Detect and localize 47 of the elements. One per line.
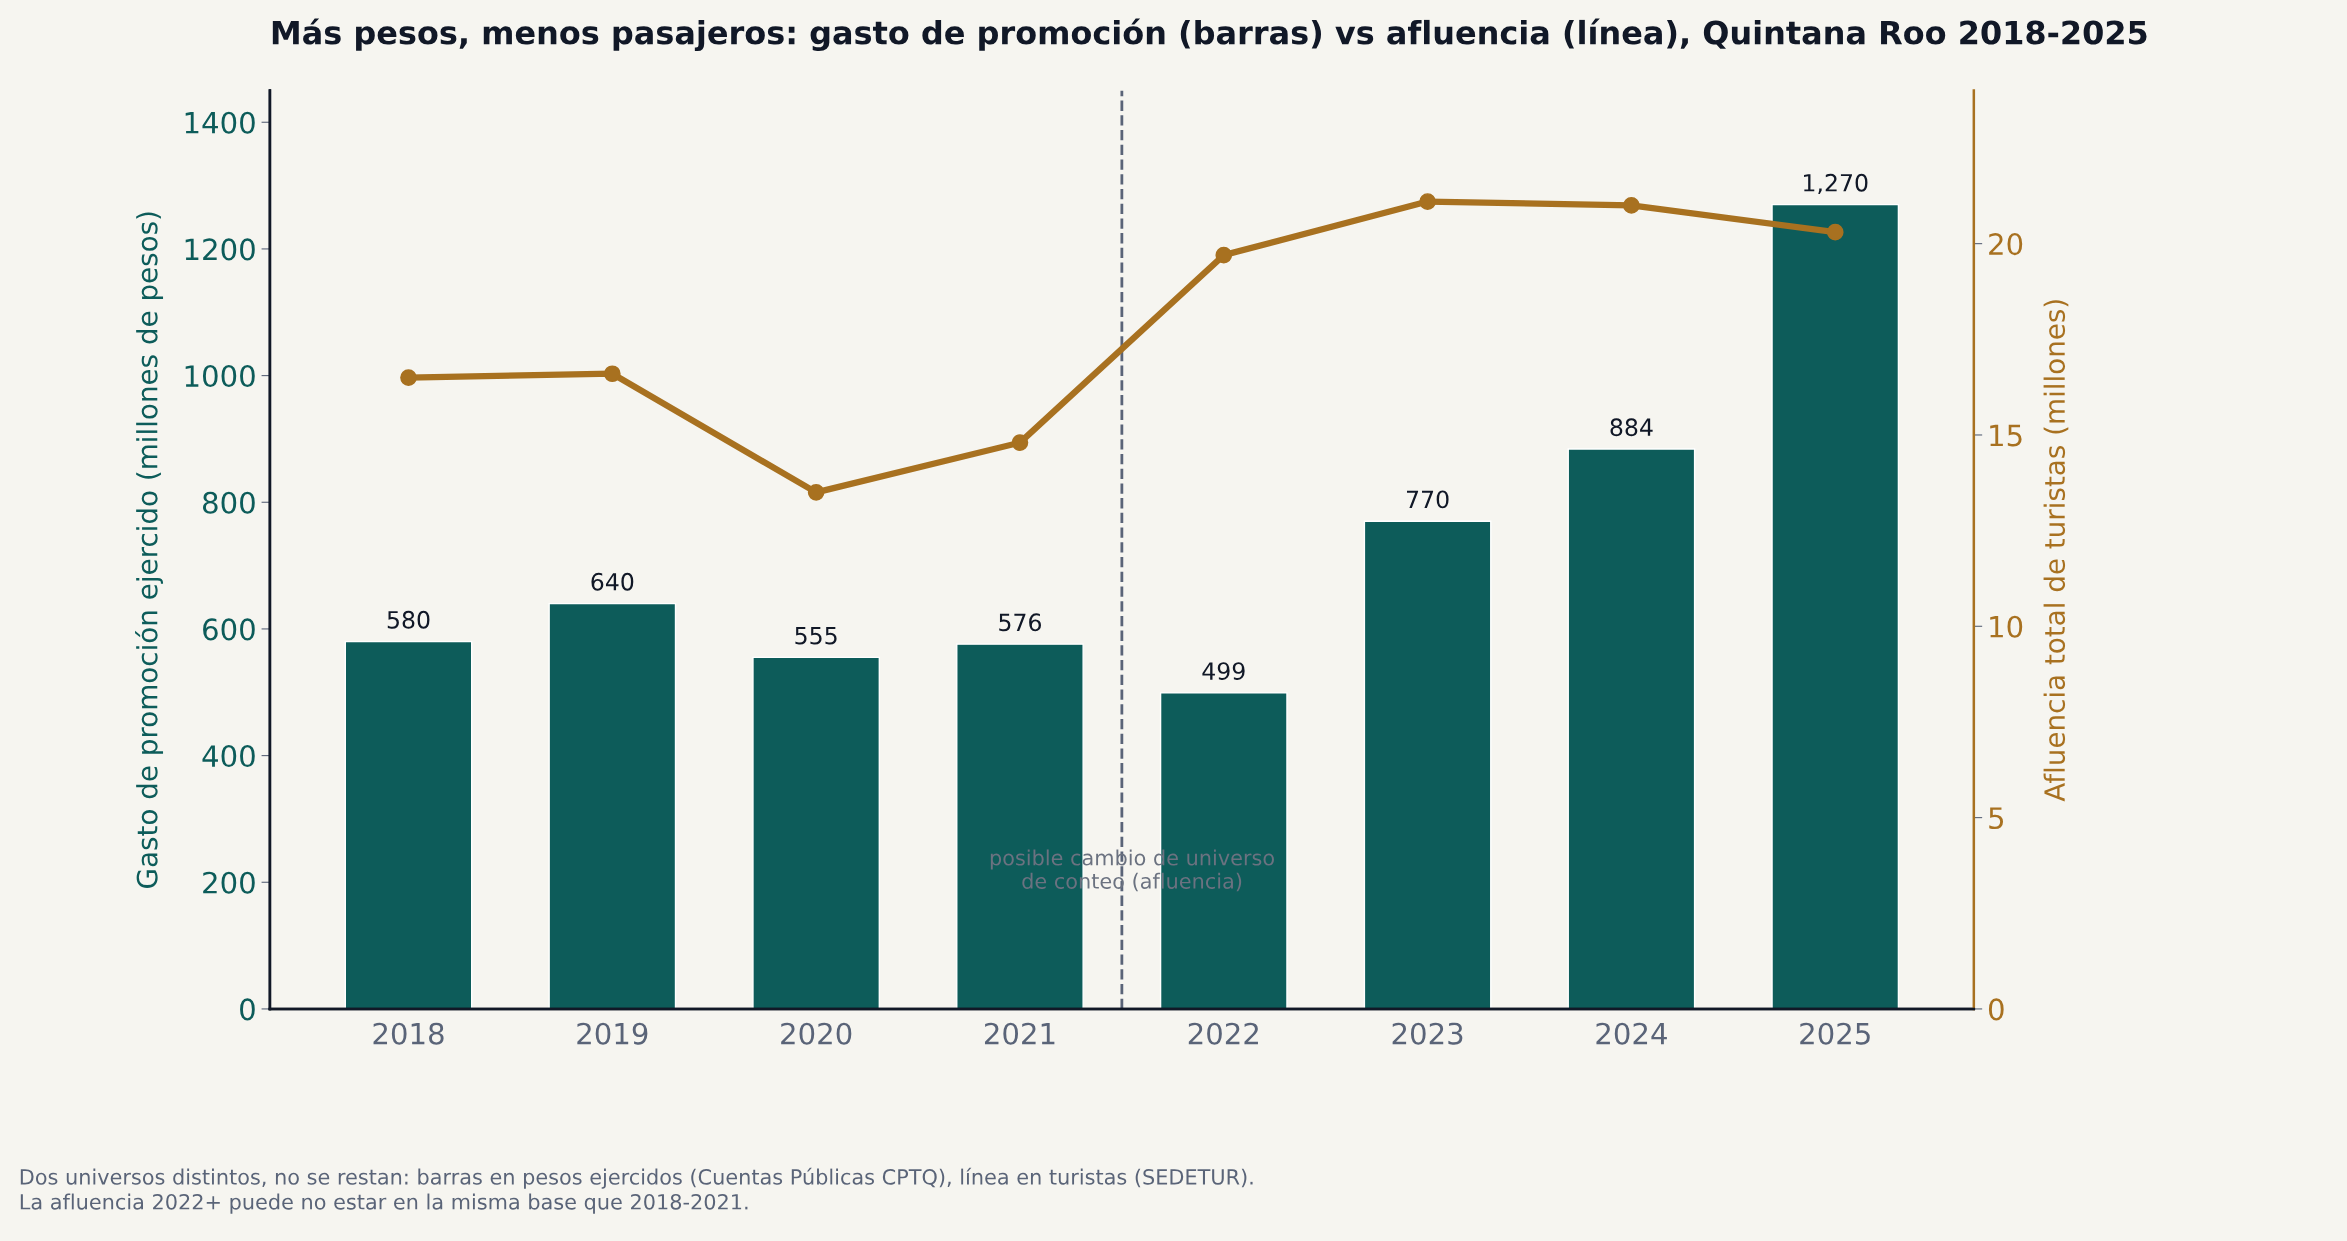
data-label: 555 (795, 626, 837, 645)
data-label: 640 (591, 572, 634, 591)
y-tick-label: 600 (203, 618, 255, 641)
text: Dos universos distintos, no se restan: barras en pesos ejercidos (Cuentas Públicas CPTQ), línea en turistas (SEDETUR). La afluencia 2022+ puede no estar en la misma base que 2018-2021. (20, 1167, 1253, 1214)
x-tick-label: 2022 (1188, 1022, 1258, 1045)
x-tick-label: 2019 (577, 1022, 648, 1045)
y-axis-title: Gasto de promoción ejercido (millones de pesos) (135, 212, 164, 888)
y2-tick-label: 5 (1989, 807, 2004, 830)
x-tick-label: 2023 (1392, 1022, 1463, 1045)
y-tick-label: 0 (240, 998, 255, 1021)
data-label: 1,270 (1804, 173, 1868, 195)
y-tick-label: 800 (203, 491, 255, 514)
bar (1771, 203, 1900, 1009)
point (1011, 434, 1029, 451)
point (1826, 223, 1844, 241)
point (1623, 197, 1640, 214)
bar (344, 640, 473, 1009)
y2-tick-label: 10 (1990, 615, 2023, 638)
y-tick-label: 1200 (185, 238, 255, 261)
x-tick-label: 2024 (1596, 1022, 1667, 1045)
y-tick-label: 1000 (185, 365, 255, 388)
bar (548, 602, 677, 1009)
point (400, 369, 417, 386)
bar (1567, 448, 1696, 1009)
chart-title: Más pesos, menos pasajeros: gasto de promoción (barras) vs afluencia (línea), Quintana Roo 2018-2025 (272, 18, 2147, 52)
x-tick-label: 2018 (373, 1022, 444, 1045)
y-tick-label: 400 (202, 745, 255, 768)
point (1419, 193, 1436, 210)
x-tick-label: 2021 (984, 1022, 1055, 1045)
y-tick-label: 1400 (185, 111, 255, 134)
x-tick-label: 2025 (1800, 1022, 1870, 1045)
y2-tick-label: 15 (1990, 424, 2022, 447)
data-label: 580 (387, 610, 430, 629)
data-label: 770 (1407, 490, 1449, 509)
bar (752, 656, 881, 1009)
y-tick-label: 200 (203, 871, 255, 894)
point (603, 365, 621, 383)
y2-tick-label: 0 (1988, 998, 2004, 1021)
bar (1363, 520, 1492, 1009)
y2-axis-title: Afluencia total de turistas (millones) (2043, 300, 2069, 802)
point (807, 484, 825, 501)
data-label: 884 (1610, 418, 1653, 437)
data-label: 499 (1202, 662, 1245, 680)
data-label: 576 (999, 613, 1041, 632)
x-tick-label: 2020 (781, 1022, 852, 1045)
point (1215, 246, 1233, 264)
y2-tick-label: 20 (1989, 233, 2023, 256)
